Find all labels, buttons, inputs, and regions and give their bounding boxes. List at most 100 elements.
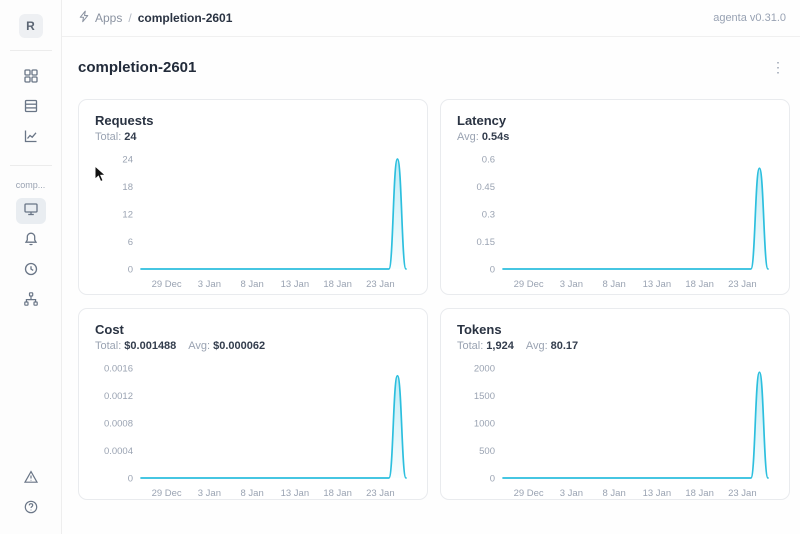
svg-text:23 Jan: 23 Jan	[728, 279, 757, 290]
svg-text:13 Jan: 13 Jan	[281, 488, 310, 499]
card-title: Latency	[457, 113, 507, 128]
page-title: completion-2601	[78, 58, 197, 76]
svg-text:0.45: 0.45	[477, 182, 496, 193]
svg-text:23 Jan: 23 Jan	[728, 488, 757, 499]
sidebar-app-label[interactable]: comp...	[15, 180, 46, 190]
stat-label: Total:	[95, 340, 122, 352]
svg-text:8 Jan: 8 Jan	[241, 279, 264, 290]
bell-icon	[23, 231, 39, 252]
svg-text:18 Jan: 18 Jan	[685, 279, 714, 290]
card-title: Requests	[95, 113, 154, 128]
tokens-chart[interactable]: 0 500 1000 1500 2000 29 Dec 3 Jan 8 Jan 13 Jan 18…	[457, 358, 775, 500]
bolt-icon	[78, 10, 90, 26]
svg-text:8 Jan: 8 Jan	[603, 488, 626, 499]
stat-value: 24	[124, 131, 137, 143]
svg-text:0.0012: 0.0012	[104, 391, 133, 402]
svg-text:2000: 2000	[474, 364, 495, 375]
main-area: Apps / completion-2601 agenta v0.31.0 co…	[62, 0, 800, 534]
metrics-grid: Requests Total: 24 0 6 12 18 24 29 Dec 3 Jan 8 J…	[78, 99, 790, 500]
top-bar: Apps / completion-2601 agenta v0.31.0	[62, 0, 800, 37]
sidebar-item-alerts[interactable]	[16, 466, 46, 492]
breadcrumb-root-label: Apps	[95, 11, 123, 25]
card-stats: Avg: 0.54s	[457, 131, 773, 143]
cost-card: Cost Total: $0.001488 Avg: $0.000062 0 0.00…	[78, 308, 428, 500]
svg-text:500: 500	[479, 446, 495, 457]
svg-text:0.3: 0.3	[482, 210, 495, 221]
stat-label: Total:	[95, 131, 122, 143]
card-stats: Total: 24	[95, 131, 411, 143]
sidebar-item-help[interactable]	[16, 496, 46, 522]
svg-text:0.0016: 0.0016	[104, 364, 133, 375]
svg-text:0.6: 0.6	[482, 155, 495, 166]
cost-chart[interactable]: 0 0.0004 0.0008 0.0012 0.0016 29 Dec 3 Jan 8 Ja…	[95, 358, 413, 500]
line-chart-icon	[23, 128, 39, 149]
svg-text:23 Jan: 23 Jan	[366, 488, 395, 499]
stat-value: 1,924	[486, 340, 514, 352]
breadcrumb-separator: /	[128, 11, 132, 25]
table-icon	[23, 98, 39, 119]
svg-text:29 Dec: 29 Dec	[152, 279, 182, 290]
svg-text:8 Jan: 8 Jan	[241, 488, 264, 499]
card-title: Cost	[95, 322, 124, 337]
svg-text:0: 0	[490, 265, 495, 276]
sidebar-divider	[9, 50, 52, 51]
svg-text:18: 18	[122, 182, 133, 193]
sidebar-divider	[9, 165, 52, 166]
sidebar-item-traces[interactable]	[16, 288, 46, 314]
svg-text:18 Jan: 18 Jan	[323, 279, 352, 290]
svg-text:0: 0	[128, 474, 133, 485]
stat-label: Avg:	[525, 340, 548, 352]
svg-text:0: 0	[490, 474, 495, 485]
sidebar-item-history[interactable]	[16, 258, 46, 284]
sidebar-item-evaluations[interactable]	[16, 228, 46, 254]
breadcrumb-apps-link[interactable]: Apps	[78, 10, 122, 26]
help-circle-icon	[23, 499, 39, 520]
stat-value: 0.54s	[481, 131, 510, 143]
card-title: Tokens	[457, 322, 502, 337]
svg-text:23 Jan: 23 Jan	[366, 279, 395, 290]
tree-icon	[23, 291, 39, 312]
svg-text:12: 12	[122, 210, 133, 221]
breadcrumb: Apps / completion-2601	[78, 10, 232, 26]
svg-text:24: 24	[122, 155, 133, 166]
svg-text:13 Jan: 13 Jan	[281, 279, 310, 290]
history-clock-icon	[23, 261, 39, 282]
svg-text:29 Dec: 29 Dec	[514, 279, 544, 290]
svg-text:18 Jan: 18 Jan	[323, 488, 352, 499]
content: completion-2601 ⋮ Requests Total: 24 0 6 12…	[62, 37, 800, 500]
svg-text:3 Jan: 3 Jan	[198, 488, 221, 499]
requests-chart[interactable]: 0 6 12 18 24 29 Dec 3 Jan 8 Jan 13 Jan 18 Jan 23 J…	[95, 149, 413, 291]
card-stats: Total: 1,924 Avg: 80.17	[457, 340, 773, 352]
app-version-label: agenta v0.31.0	[713, 12, 786, 24]
svg-text:0.0008: 0.0008	[104, 419, 133, 430]
sidebar: R comp...	[0, 0, 62, 534]
sidebar-item-observability[interactable]	[16, 125, 46, 151]
svg-text:6: 6	[128, 237, 133, 248]
page-header: completion-2601 ⋮	[78, 57, 788, 77]
sidebar-item-test-sets[interactable]	[16, 95, 46, 121]
stat-value: $0.000062	[213, 340, 266, 352]
svg-text:13 Jan: 13 Jan	[643, 279, 672, 290]
svg-text:29 Dec: 29 Dec	[514, 488, 544, 499]
svg-text:0.15: 0.15	[477, 237, 496, 248]
svg-text:8 Jan: 8 Jan	[603, 279, 626, 290]
stat-value: 80.17	[550, 340, 579, 352]
svg-text:1500: 1500	[474, 391, 495, 402]
svg-text:0.0004: 0.0004	[104, 446, 133, 457]
svg-text:29 Dec: 29 Dec	[152, 488, 182, 499]
latency-chart[interactable]: 0 0.15 0.3 0.45 0.6 29 Dec 3 Jan 8 Jan 13 Jan 18 …	[457, 149, 775, 291]
svg-text:18 Jan: 18 Jan	[685, 488, 714, 499]
breadcrumb-current: completion-2601	[137, 11, 233, 25]
svg-text:3 Jan: 3 Jan	[560, 279, 583, 290]
tokens-card: Tokens Total: 1,924 Avg: 80.17 0 500 1000 150…	[440, 308, 790, 500]
monitor-icon	[23, 201, 39, 222]
card-stats: Total: $0.001488 Avg: $0.000062	[95, 340, 411, 352]
sidebar-item-apps[interactable]	[16, 65, 46, 91]
svg-text:3 Jan: 3 Jan	[198, 279, 221, 290]
more-options-button[interactable]: ⋮	[771, 59, 785, 75]
svg-text:3 Jan: 3 Jan	[560, 488, 583, 499]
avatar[interactable]: R	[18, 14, 43, 38]
stat-label: Avg:	[188, 340, 211, 352]
svg-text:0: 0	[128, 265, 133, 276]
sidebar-item-playground[interactable]	[15, 198, 46, 224]
